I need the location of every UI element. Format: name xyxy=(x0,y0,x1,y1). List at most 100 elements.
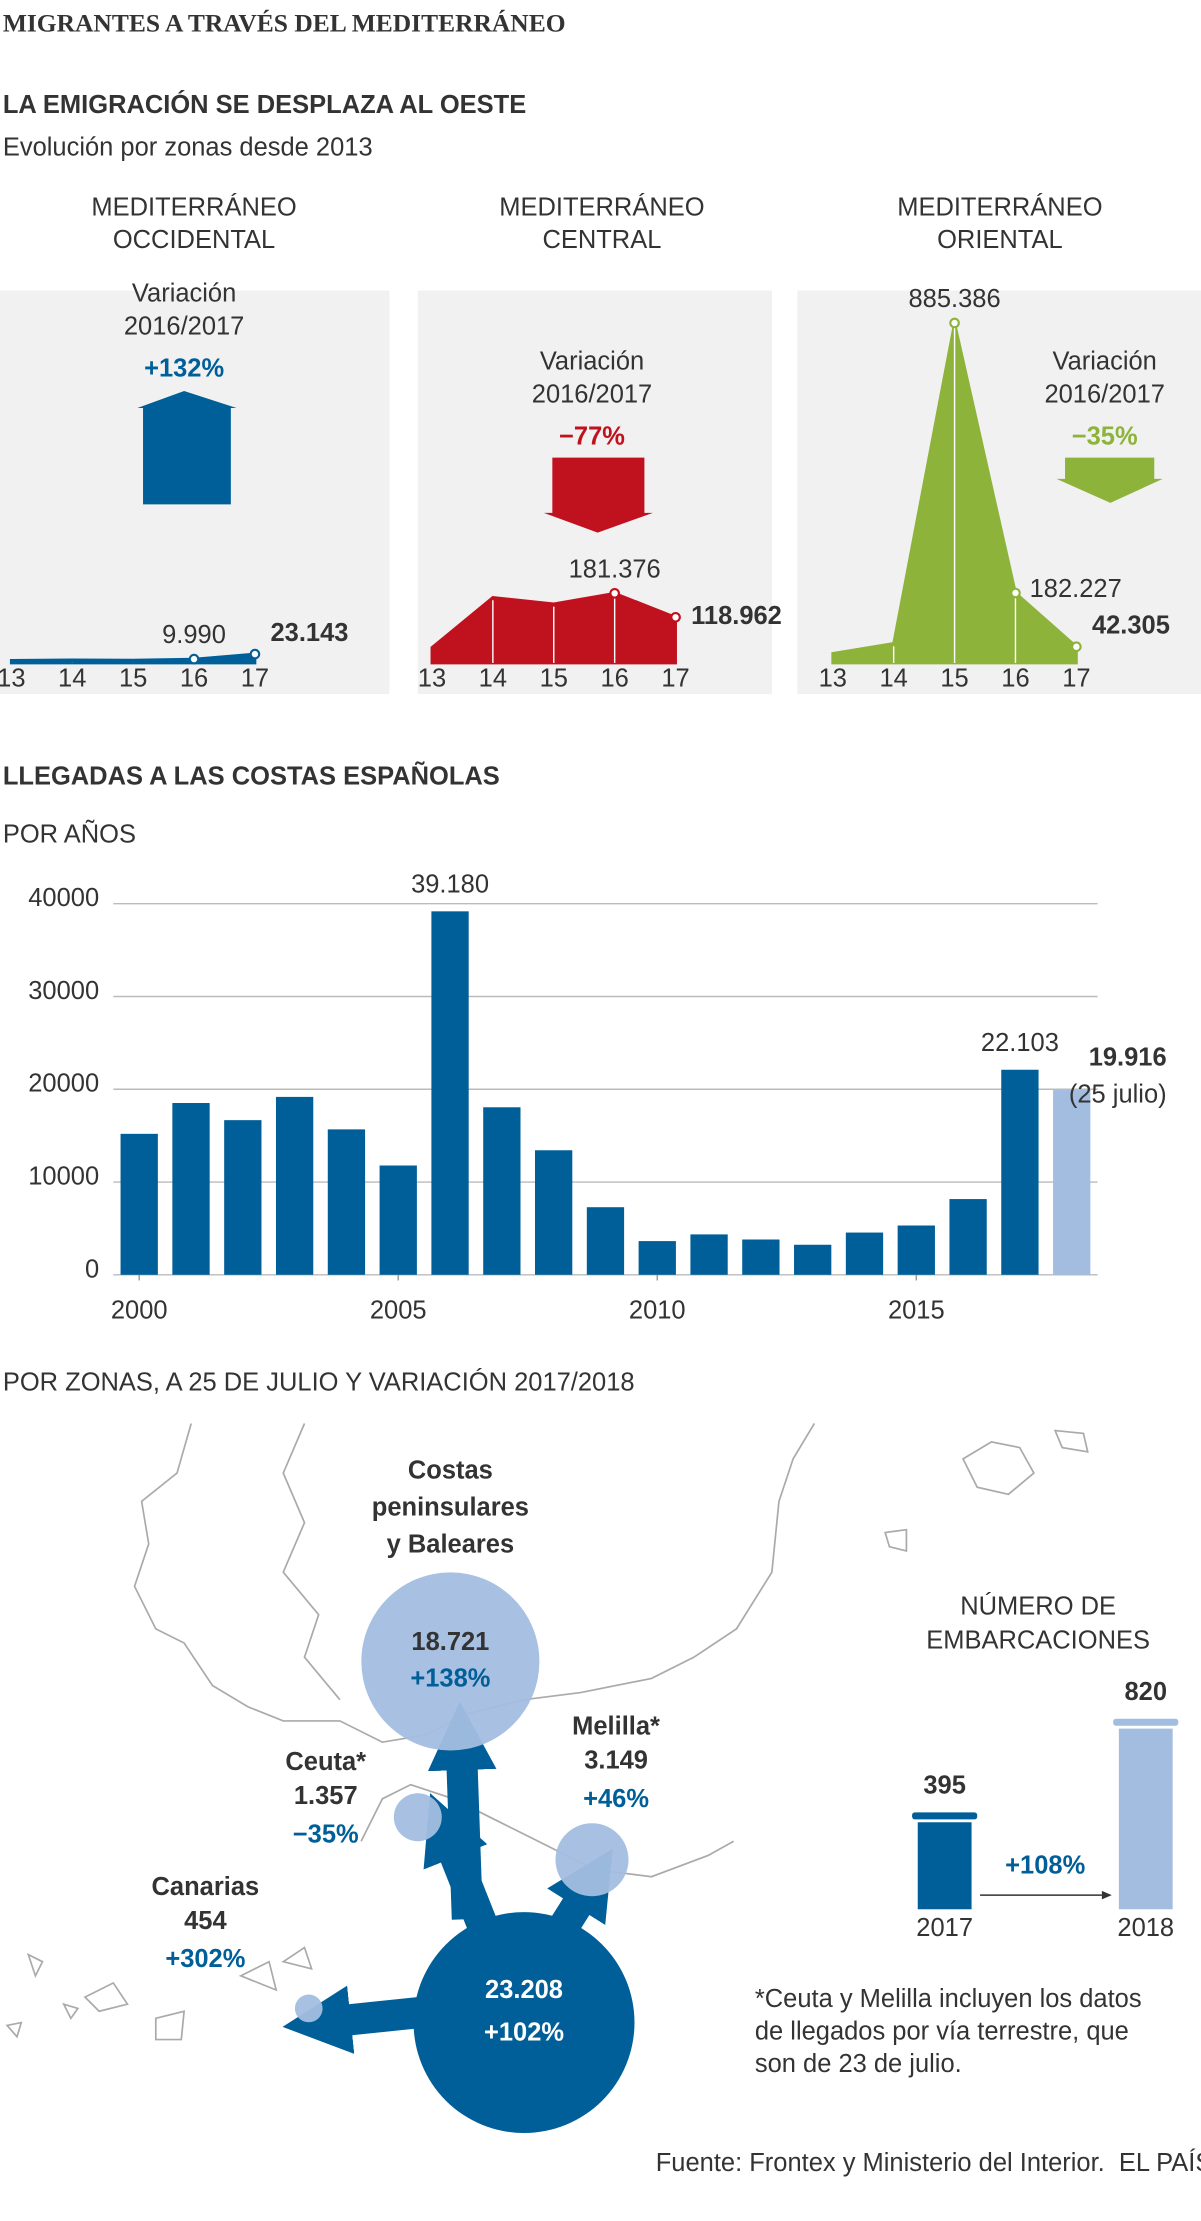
value-label: 820 xyxy=(1124,1678,1167,1706)
zone-change: −35% xyxy=(293,1820,359,1848)
boat-top xyxy=(912,1812,978,1820)
chart-subtitle: POR AÑOS xyxy=(3,819,136,848)
bar xyxy=(897,1225,935,1275)
bar xyxy=(742,1239,780,1275)
bar xyxy=(845,1232,884,1275)
data-point xyxy=(609,588,620,599)
bubble xyxy=(294,1994,323,2023)
x-tick-label: 14 xyxy=(479,665,507,693)
bubble xyxy=(393,1793,442,1842)
coast-iberia xyxy=(133,1423,816,1744)
bar xyxy=(1001,1069,1039,1275)
section-title: LA EMIGRACIÓN SE DESPLAZA AL OESTE xyxy=(3,89,526,119)
text-line: 2016/2017 xyxy=(124,312,244,340)
zone-value: 3.149 xyxy=(584,1747,648,1775)
variation-value: +132% xyxy=(144,355,224,383)
x-tick-label: 2010 xyxy=(629,1296,686,1324)
arrow-up xyxy=(137,391,237,505)
value-label: 885.386 xyxy=(909,285,1001,313)
x-tick-label: 17 xyxy=(1062,665,1090,693)
x-tick-label: 16 xyxy=(1001,665,1029,693)
bar xyxy=(917,1822,972,1910)
bar xyxy=(949,1199,987,1275)
change-label: +108% xyxy=(1005,1852,1085,1880)
value-label: 39.180 xyxy=(411,871,489,899)
change-arrow-head xyxy=(1101,1890,1112,1900)
boat-top xyxy=(1113,1718,1179,1726)
x-tick-label: 2015 xyxy=(888,1296,945,1324)
x-tick-label: 15 xyxy=(119,665,147,693)
value-label: 118.962 xyxy=(691,602,782,630)
text-line: NÚMERO DE xyxy=(960,1591,1116,1620)
bubble xyxy=(361,1572,540,1751)
text-line: EMBARCACIONES xyxy=(926,1626,1150,1654)
value-label: 182.227 xyxy=(1030,575,1122,603)
data-point xyxy=(1010,587,1021,599)
bar xyxy=(275,1096,314,1275)
bar xyxy=(586,1207,625,1275)
text-line: Variación xyxy=(1053,347,1157,375)
zone-change: +302% xyxy=(165,1945,245,1973)
bar xyxy=(120,1133,158,1275)
total-change: +102% xyxy=(484,2019,564,2047)
value-label: 9.990 xyxy=(162,621,226,649)
bar xyxy=(690,1234,728,1275)
variation-label: Variación 2016/2017 xyxy=(124,279,244,340)
data-point xyxy=(188,653,200,665)
credit: EL PAÍS xyxy=(1119,2148,1201,2177)
canarias-islands xyxy=(5,1946,313,2041)
zone-change: +138% xyxy=(410,1665,490,1693)
zone-value: 1.357 xyxy=(294,1782,358,1810)
bar xyxy=(1053,1090,1091,1275)
data-point xyxy=(249,648,261,660)
x-tick-label: 15 xyxy=(940,665,968,693)
y-tick-label: 30000 xyxy=(28,977,99,1005)
x-tick-label: 13 xyxy=(0,665,26,693)
y-tick-label: 20000 xyxy=(28,1070,99,1098)
x-tick-label: 17 xyxy=(241,665,269,693)
zone-name: Melilla* xyxy=(572,1713,660,1741)
y-tick-label: 40000 xyxy=(28,884,99,912)
footnote: *Ceuta y Melilla incluyen los datos de ll… xyxy=(755,1985,1142,2078)
variation-value: −35% xyxy=(1072,423,1138,451)
x-tick-label: 13 xyxy=(819,665,847,693)
value-label: 23.143 xyxy=(271,619,349,647)
text-line: y Baleares xyxy=(387,1530,515,1558)
map-outlines xyxy=(5,1423,1089,2041)
value-label: 42.305 xyxy=(1092,612,1170,640)
x-tick-label: 13 xyxy=(418,665,446,693)
bar xyxy=(224,1120,262,1275)
data-point xyxy=(949,317,960,329)
text-line: Variación xyxy=(540,347,644,375)
zone-value: 454 xyxy=(184,1907,227,1935)
y-tick-label: 0 xyxy=(85,1255,99,1283)
bar xyxy=(431,911,469,1275)
value-label: 19.916 xyxy=(1089,1044,1167,1072)
coast-africa xyxy=(360,1783,735,1878)
annotation: (25 julio) xyxy=(1069,1080,1167,1108)
x-tick-label: 2005 xyxy=(370,1296,427,1324)
section-subtitle: Evolución por zonas desde 2013 xyxy=(3,134,373,162)
zone-name: Ceuta* xyxy=(285,1748,366,1776)
value-label: 181.376 xyxy=(569,555,661,583)
variation-label: Variación 2016/2017 xyxy=(532,347,652,408)
text-line: 2016/2017 xyxy=(1044,380,1164,408)
text-line: MEDITERRÁNEO xyxy=(897,192,1102,221)
text-line: 2016/2017 xyxy=(532,380,652,408)
bar xyxy=(379,1165,417,1275)
x-tick-label: 2018 xyxy=(1117,1914,1174,1942)
text-line: OCCIDENTAL xyxy=(113,226,275,254)
text-line: CENTRAL xyxy=(542,226,661,254)
bar xyxy=(638,1241,676,1275)
bubble xyxy=(555,1823,629,1897)
data-point xyxy=(670,611,681,623)
total-value: 23.208 xyxy=(485,1976,563,2004)
data-point xyxy=(1071,641,1082,653)
text-line: Costas xyxy=(408,1456,493,1484)
x-tick-label: 16 xyxy=(180,665,208,693)
variation-label: Variación 2016/2017 xyxy=(1044,347,1164,408)
panel-title: MEDITERRÁNEO ORIENTAL xyxy=(897,192,1102,254)
panel-title: MEDITERRÁNEO CENTRAL xyxy=(499,192,704,254)
x-tick-label: 17 xyxy=(661,665,689,693)
